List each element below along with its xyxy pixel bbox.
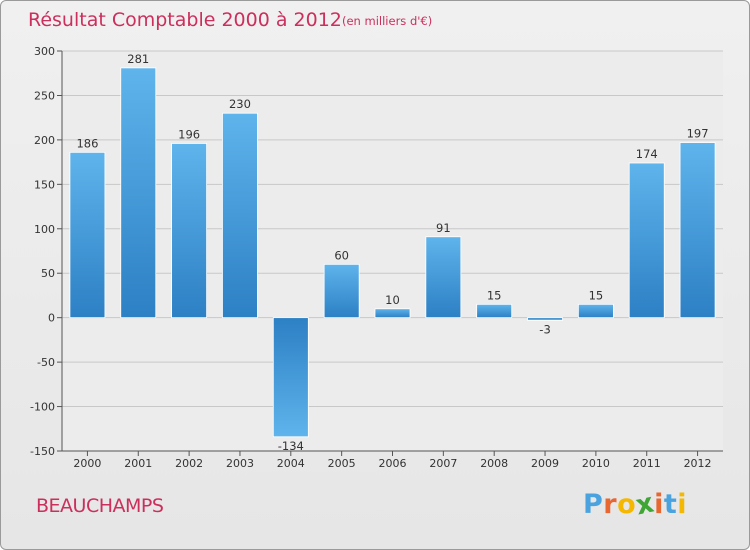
- y-tick-label: 300: [34, 45, 55, 58]
- x-tick-label: 2008: [480, 457, 508, 470]
- value-label: 15: [487, 288, 502, 302]
- value-label: 230: [229, 97, 251, 111]
- y-tick-label: -150: [30, 445, 55, 458]
- y-tick-label: 200: [34, 134, 55, 147]
- x-tick-label: 2005: [328, 457, 356, 470]
- value-label: 91: [436, 221, 451, 235]
- value-label: 186: [76, 136, 98, 150]
- value-label: 196: [178, 127, 200, 141]
- y-tick-label: -100: [30, 401, 55, 414]
- plot-area: [62, 51, 723, 451]
- x-tick-label: 2006: [379, 457, 407, 470]
- logo-letter: o: [617, 489, 637, 520]
- axes: 300 250 200 150 100 50 0 -50 -100 -150 2000 2001 200…: [30, 45, 723, 470]
- proxiti-logo[interactable]: Proxiti: [583, 487, 688, 521]
- y-tick-label: 100: [34, 223, 55, 236]
- logo-letter: i: [677, 489, 688, 520]
- bar-2001: [120, 67, 157, 319]
- x-tick-label: 2007: [429, 457, 457, 470]
- bar-2012: [679, 142, 716, 319]
- logo-letter: r: [603, 489, 618, 520]
- bar-2004: [272, 317, 309, 438]
- chart-title: Résultat Comptable 2000 à 2012: [28, 9, 342, 31]
- x-tick-label: 2009: [531, 457, 559, 470]
- x-tick-label: 2012: [684, 457, 712, 470]
- value-label: 10: [385, 293, 400, 307]
- bar-2007: [425, 236, 462, 319]
- logo-letter: i: [654, 489, 664, 520]
- y-tick-label: 0: [48, 312, 55, 325]
- x-tick-label: 2010: [582, 457, 610, 470]
- bar-2006: [374, 308, 411, 319]
- value-label: 197: [687, 127, 709, 141]
- logo-letter: t: [663, 489, 678, 520]
- y-tick-label: -50: [37, 356, 55, 369]
- bar-2010: [577, 303, 614, 319]
- value-label: 281: [127, 52, 149, 66]
- x-tick-label: 2011: [633, 457, 661, 470]
- bar-2009: [527, 317, 563, 321]
- x-tick-label: 2002: [175, 457, 203, 470]
- x-tick-label: 2001: [124, 457, 152, 470]
- bar-2011: [628, 162, 665, 319]
- logo-letter: P: [583, 489, 604, 520]
- bar-2000: [69, 151, 106, 319]
- value-labels: 186 281 196 230 -134 60 10 91 15 -3 15 174 197: [76, 52, 708, 453]
- bar-2003: [222, 112, 258, 319]
- value-label: -134: [278, 439, 304, 453]
- y-tick-label: 50: [41, 267, 55, 280]
- value-label: 15: [589, 288, 604, 302]
- x-tick-label: 2003: [226, 457, 254, 470]
- x-tick-label: 2000: [73, 457, 101, 470]
- y-tick-label: 250: [34, 89, 55, 102]
- y-tick-label: 150: [34, 178, 55, 191]
- bar-2002: [171, 143, 208, 319]
- bar-2008: [476, 303, 513, 319]
- value-label: -3: [539, 322, 550, 336]
- bar-2005: [323, 263, 360, 319]
- bars: [69, 67, 716, 438]
- commune-name: BEAUCHAMPS: [36, 495, 164, 517]
- x-tick-label: 2004: [277, 457, 305, 470]
- value-label: 174: [636, 147, 658, 161]
- chart-subtitle: (en milliers d'€): [342, 14, 433, 28]
- value-label: 60: [334, 248, 349, 262]
